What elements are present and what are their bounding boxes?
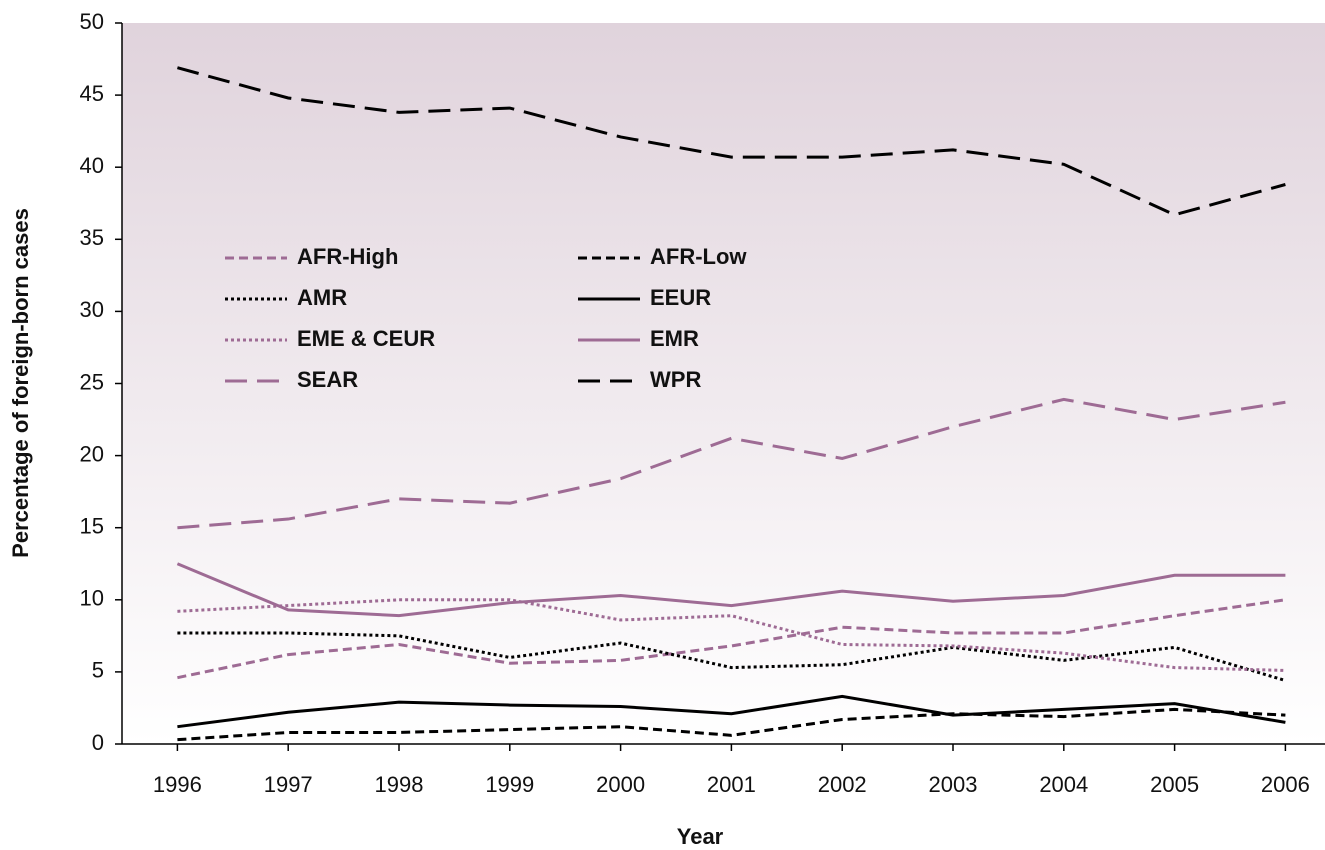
- x-tick-label: 2000: [596, 772, 645, 797]
- x-tick-label: 2004: [1039, 772, 1088, 797]
- x-tick-label: 2001: [707, 772, 756, 797]
- series-line: [177, 66, 1286, 217]
- series-line: [177, 707, 1286, 742]
- x-tick-label: 1998: [375, 772, 424, 797]
- series-line: [177, 694, 1286, 729]
- legend-label: AFR-High: [297, 244, 398, 269]
- y-tick-label: 5: [92, 658, 104, 683]
- y-tick-label: 40: [80, 153, 104, 178]
- y-tick-label: 20: [80, 441, 104, 466]
- x-tick-label: 2002: [818, 772, 867, 797]
- x-tick-label: 1997: [264, 772, 313, 797]
- x-tick-label: 2006: [1261, 772, 1310, 797]
- series-line: [177, 598, 1286, 680]
- y-tick-label: 10: [80, 586, 104, 611]
- x-tick-label: 1996: [153, 772, 202, 797]
- legend-label: EME & CEUR: [297, 326, 435, 351]
- x-tick-label: 1999: [485, 772, 534, 797]
- legend-label: EEUR: [650, 285, 711, 310]
- y-tick-label: 35: [80, 225, 104, 250]
- series-line: [176, 562, 1286, 618]
- x-tick-label: 2005: [1150, 772, 1199, 797]
- x-tick-label: 2003: [929, 772, 978, 797]
- y-tick-label: 45: [80, 81, 104, 106]
- series-line: [177, 397, 1286, 530]
- y-tick-label: 50: [80, 9, 104, 34]
- y-tick-label: 30: [80, 297, 104, 322]
- y-axis-label: Percentage of foreign-born cases: [8, 208, 33, 558]
- y-tick-label: 15: [80, 514, 104, 539]
- legend-label: AFR-Low: [650, 244, 747, 269]
- legend-label: AMR: [297, 285, 347, 310]
- legend-label: WPR: [650, 367, 701, 392]
- series-line: [177, 631, 1286, 682]
- y-tick-label: 0: [92, 730, 104, 755]
- legend-label: EMR: [650, 326, 699, 351]
- y-tick-label: 25: [80, 369, 104, 394]
- legend-label: SEAR: [297, 367, 358, 392]
- x-axis-label: Year: [677, 824, 724, 849]
